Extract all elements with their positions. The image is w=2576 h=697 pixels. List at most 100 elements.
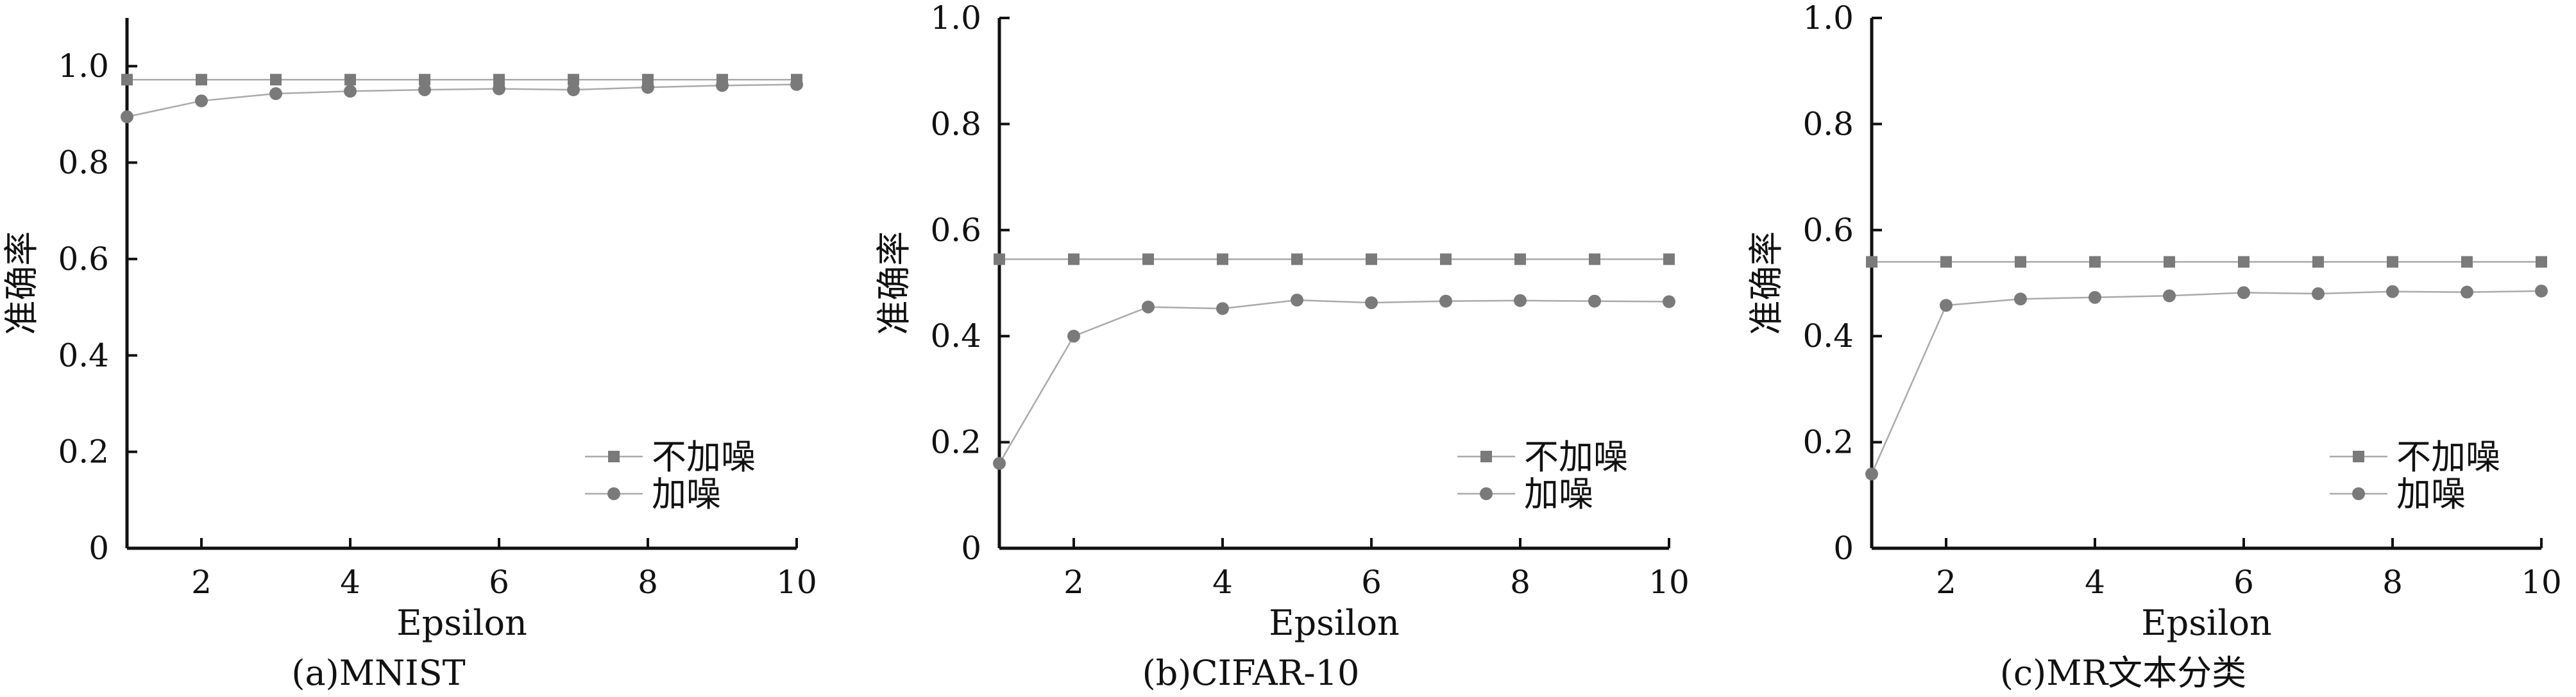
legend-label: 加噪 — [1524, 474, 1593, 514]
data-point-square — [2312, 256, 2324, 268]
data-point-circle — [2014, 292, 2027, 306]
x-tick-label: 6 — [1361, 564, 1382, 601]
data-point-circle — [121, 110, 133, 124]
data-point-circle — [1142, 300, 1155, 314]
x-tick-label: 10 — [2521, 564, 2562, 601]
x-tick-label: 8 — [638, 564, 658, 601]
data-point-square — [1866, 256, 1877, 268]
chart-panel-2: 0 0.2 0.4 0.6 0.8 1.0 2 4 6 8 10 Epsilon 准确率 (b)CIFAR… — [874, 0, 1690, 693]
x-axis-label: Epsilon — [396, 603, 527, 643]
data-point-square — [1217, 253, 1228, 265]
data-point-square — [270, 74, 282, 86]
data-point-circle — [1291, 293, 1303, 307]
x-tick-label: 10 — [776, 564, 817, 601]
data-point-square — [2238, 256, 2250, 268]
legend-label: 加噪 — [652, 474, 721, 514]
data-point-circle — [2386, 285, 2399, 298]
data-point-circle — [716, 79, 729, 92]
y-tick-label: 0.6 — [58, 240, 109, 278]
series-line — [998, 299, 1670, 464]
series-line — [1870, 290, 2542, 474]
x-tick-label: 8 — [2382, 564, 2403, 601]
series-noise — [1865, 284, 2548, 481]
legend-marker-circle — [1480, 487, 1493, 500]
y-tick-label: 0.2 — [58, 433, 109, 471]
y-tick-label: 0.4 — [58, 337, 109, 374]
data-point-circle — [2461, 285, 2473, 299]
legend-marker-circle — [2352, 487, 2365, 500]
data-point-circle — [1588, 294, 1601, 308]
data-point-circle — [1865, 467, 1878, 481]
data-point-square — [2461, 256, 2473, 268]
x-tick-label: 2 — [1063, 564, 1084, 601]
y-tick-label: 0 — [89, 530, 109, 567]
series-line — [126, 83, 797, 118]
data-point-square — [2164, 256, 2175, 268]
legend-marker-square — [1480, 451, 1492, 462]
x-tick-label: 4 — [2085, 564, 2105, 601]
data-point-square — [1589, 253, 1600, 265]
y-tick-label: 0.8 — [930, 105, 981, 142]
data-point-circle — [2312, 287, 2325, 301]
chart-caption: (b)CIFAR-10 — [1142, 653, 1360, 693]
legend-marker-circle — [607, 487, 620, 500]
x-tick-label: 2 — [191, 564, 212, 601]
y-tick-label: 0.6 — [930, 212, 981, 249]
data-point-circle — [1439, 294, 1452, 308]
y-tick-label: 0.4 — [930, 317, 981, 355]
chart-caption: (c)MR文本分类 — [2000, 653, 2246, 693]
data-point-circle — [641, 81, 654, 94]
data-point-circle — [2163, 289, 2176, 303]
data-point-circle — [269, 87, 282, 101]
data-point-square — [1291, 253, 1303, 265]
data-point-square — [2536, 256, 2547, 268]
y-tick-label: 0.8 — [1802, 105, 1854, 142]
y-tick-label: 1.0 — [930, 0, 981, 37]
data-point-circle — [790, 78, 803, 91]
y-tick-label: 0 — [961, 530, 981, 567]
data-point-circle — [1067, 330, 1080, 343]
y-tick-label: 0.2 — [1802, 424, 1854, 461]
data-point-circle — [493, 82, 505, 96]
y-tick-label: 0.8 — [58, 144, 109, 181]
y-tick-label: 1.0 — [58, 47, 109, 85]
x-tick-label: 6 — [489, 564, 509, 601]
data-point-circle — [2089, 290, 2101, 304]
data-point-circle — [2237, 286, 2250, 299]
data-point-square — [1366, 253, 1377, 265]
data-point-square — [1663, 253, 1675, 265]
y-tick-label: 0.2 — [930, 424, 981, 461]
legend-label: 不加噪 — [1524, 437, 1628, 477]
data-point-circle — [567, 83, 580, 97]
x-tick-label: 10 — [1648, 564, 1690, 601]
data-point-circle — [1365, 296, 1378, 310]
data-point-square — [1940, 256, 1952, 268]
series-noise — [121, 78, 803, 124]
data-point-circle — [993, 457, 1006, 470]
data-point-square — [994, 253, 1005, 265]
series-noise — [993, 293, 1675, 470]
data-point-circle — [1940, 299, 1953, 312]
data-point-circle — [1216, 302, 1229, 315]
data-point-square — [1142, 253, 1154, 265]
legend-label: 不加噪 — [652, 437, 756, 477]
data-point-square — [568, 74, 579, 86]
x-tick-label: 6 — [2233, 564, 2254, 601]
x-axis-label: Epsilon — [1269, 603, 1400, 643]
data-point-square — [196, 74, 207, 86]
data-point-square — [1068, 253, 1080, 265]
legend-label: 不加噪 — [2396, 437, 2500, 477]
data-point-square — [1440, 253, 1452, 265]
data-point-circle — [195, 94, 208, 108]
y-tick-label: 0.6 — [1802, 212, 1854, 249]
y-tick-label: 0.4 — [1802, 317, 1854, 355]
x-tick-label: 2 — [1936, 564, 1956, 601]
data-point-circle — [344, 85, 357, 98]
x-tick-label: 4 — [1212, 564, 1233, 601]
series-no-noise — [1866, 256, 2547, 268]
data-point-circle — [418, 83, 431, 97]
y-axis-label: 准确率 — [1746, 231, 1786, 335]
